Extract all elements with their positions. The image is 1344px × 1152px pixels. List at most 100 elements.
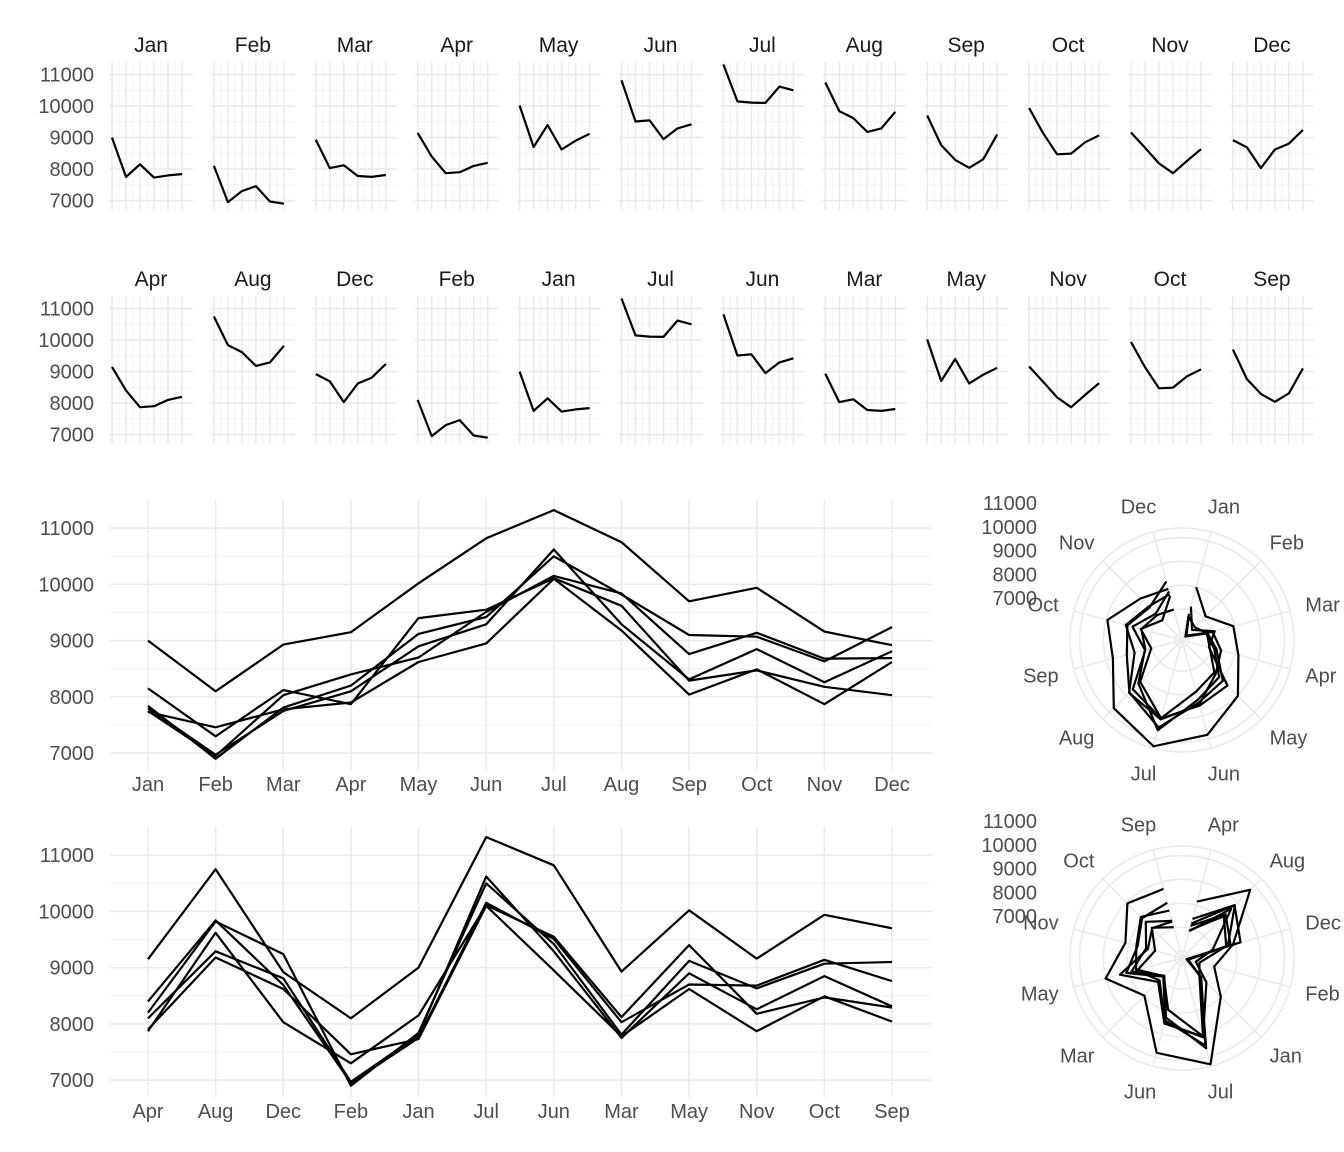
facet-series-line <box>1130 131 1202 175</box>
facet-strip-label: Nov <box>1151 34 1189 57</box>
facet-apr: Apr <box>414 34 499 210</box>
polar-category-label: Jul <box>1208 1081 1234 1103</box>
radial-tick-label: 7000 <box>993 588 1038 610</box>
facet-strip-label: Jun <box>745 268 779 291</box>
facet-series-line <box>722 64 794 105</box>
facet-strip-label: Oct <box>1052 34 1085 57</box>
facet-series-line <box>416 132 488 175</box>
x-tick-label: Sep <box>671 774 707 796</box>
y-tick-label: 8000 <box>50 687 95 709</box>
polar-series-line <box>1136 915 1228 1038</box>
facet-jan: Jan <box>109 34 193 210</box>
polar-category-label: Aug <box>1270 850 1306 872</box>
y-tick-label: 9000 <box>50 631 95 653</box>
x-tick-label: Apr <box>132 1101 163 1123</box>
polar-category-label: Aug <box>1059 728 1095 750</box>
x-tick-label: Jan <box>132 774 164 796</box>
polar-series-line <box>1125 580 1224 729</box>
polar-category-label: Jan <box>1270 1046 1302 1068</box>
polar-spoke <box>1152 531 1183 641</box>
x-tick-label: Aug <box>604 774 640 796</box>
facet-series-line <box>416 399 488 439</box>
facet-strip-label: Feb <box>439 268 475 291</box>
facet-series-line <box>314 139 386 178</box>
x-tick-label: Jul <box>541 774 567 796</box>
y-tick-label: 10000 <box>38 574 94 596</box>
x-tick-label: Nov <box>739 1101 775 1123</box>
facet-series-line <box>722 313 794 375</box>
radial-tick-label: 8000 <box>993 564 1038 586</box>
facet-series-line <box>1231 349 1304 403</box>
seasonal-line-chart-calendar-order: 7000 8000 9000 10000 11000 Jan Feb Mar Apr May Jun… <box>38 500 932 796</box>
facet-strip-label: Feb <box>235 34 271 57</box>
facet-may: May <box>516 34 601 210</box>
facet-strip-label: Aug <box>846 34 883 57</box>
polar-category-label: Feb <box>1270 532 1304 554</box>
facet-oct: Oct <box>1128 268 1212 444</box>
facet-strip-label: Apr <box>135 268 168 291</box>
y-tick-label: 9000 <box>50 362 95 384</box>
facet-mar: Mar <box>312 34 397 210</box>
polar-category-label: Apr <box>1305 666 1336 688</box>
facet-aug: Aug <box>210 268 295 444</box>
polar-category-label: May <box>1021 984 1059 1006</box>
facet-oct: Oct <box>1026 34 1111 210</box>
y-tick-label: 8000 <box>50 393 95 415</box>
polar-chart-alphabetical-order: Apr Aug Dec Feb Jan Jul Jun Mar May Nov Oct Sep 7000… <box>981 811 1341 1103</box>
series-line <box>147 577 893 738</box>
x-tick-label: Oct <box>809 1101 841 1123</box>
x-tick-label: Sep <box>874 1101 910 1123</box>
polar-category-label: Feb <box>1305 984 1339 1006</box>
facet-sep: Sep <box>1229 268 1314 444</box>
polar-category-label: Oct <box>1028 594 1060 616</box>
facet-strip-label: Sep <box>1253 268 1290 291</box>
x-tick-label: Aug <box>198 1101 234 1123</box>
polar-category-label: Jan <box>1208 497 1240 519</box>
radial-tick-label: 10000 <box>981 517 1037 539</box>
polar-series-line <box>1106 586 1240 748</box>
y-tick-label: 9000 <box>50 128 95 150</box>
series-line <box>147 835 893 1020</box>
facet-jul: Jul <box>618 268 703 444</box>
y-tick-label: 9000 <box>50 958 95 980</box>
facet-series-line <box>212 165 285 205</box>
facet-series-line <box>926 115 999 169</box>
polar-category-label: Jul <box>1131 763 1157 785</box>
polar-spoke <box>1181 849 1212 959</box>
radial-tick-label: 11000 <box>983 811 1037 833</box>
facet-strip-label: May <box>539 34 579 57</box>
series-line <box>147 577 893 729</box>
y-tick-label: 7000 <box>50 191 95 213</box>
series-line <box>147 555 893 760</box>
radial-tick-label: 10000 <box>981 835 1037 857</box>
facet-strip-label: Jun <box>644 34 678 57</box>
polar-grid-circle <box>1102 560 1262 720</box>
facet-series-line <box>1130 341 1202 390</box>
radial-tick-label: 9000 <box>993 859 1038 881</box>
x-tick-label: Jul <box>473 1101 499 1123</box>
facet-series-line <box>620 79 692 141</box>
x-tick-label: Apr <box>335 774 366 796</box>
x-tick-label: Jan <box>402 1101 434 1123</box>
polar-grid-circle <box>1078 536 1286 744</box>
facet-panel-calendar-order: 7000 8000 9000 10000 11000 Jan Feb Mar Apr May Jun… <box>38 34 1314 213</box>
facet-strip-label: Jan <box>542 268 576 291</box>
polar-grid-circle <box>1126 902 1238 1014</box>
polar-category-label: Nov <box>1023 912 1059 934</box>
polar-grid-circle <box>1069 845 1295 1071</box>
facet-series-line <box>926 339 998 385</box>
y-tick-label: 7000 <box>50 1070 95 1092</box>
polar-category-label: Dec <box>1305 912 1341 934</box>
facet-strip-label: Mar <box>337 34 373 57</box>
facet-strip-label: Aug <box>234 268 271 291</box>
facet-series-line <box>620 298 692 338</box>
y-tick-label: 7000 <box>50 743 95 765</box>
polar-category-label: Jun <box>1124 1081 1156 1103</box>
y-tick-label: 11000 <box>40 518 94 540</box>
facet-may: May <box>924 268 1009 444</box>
x-tick-label: Nov <box>807 774 843 796</box>
facet-mar: Mar <box>822 268 907 444</box>
facet-strip-label: Apr <box>440 34 473 57</box>
polar-grid-circle <box>1069 527 1295 753</box>
